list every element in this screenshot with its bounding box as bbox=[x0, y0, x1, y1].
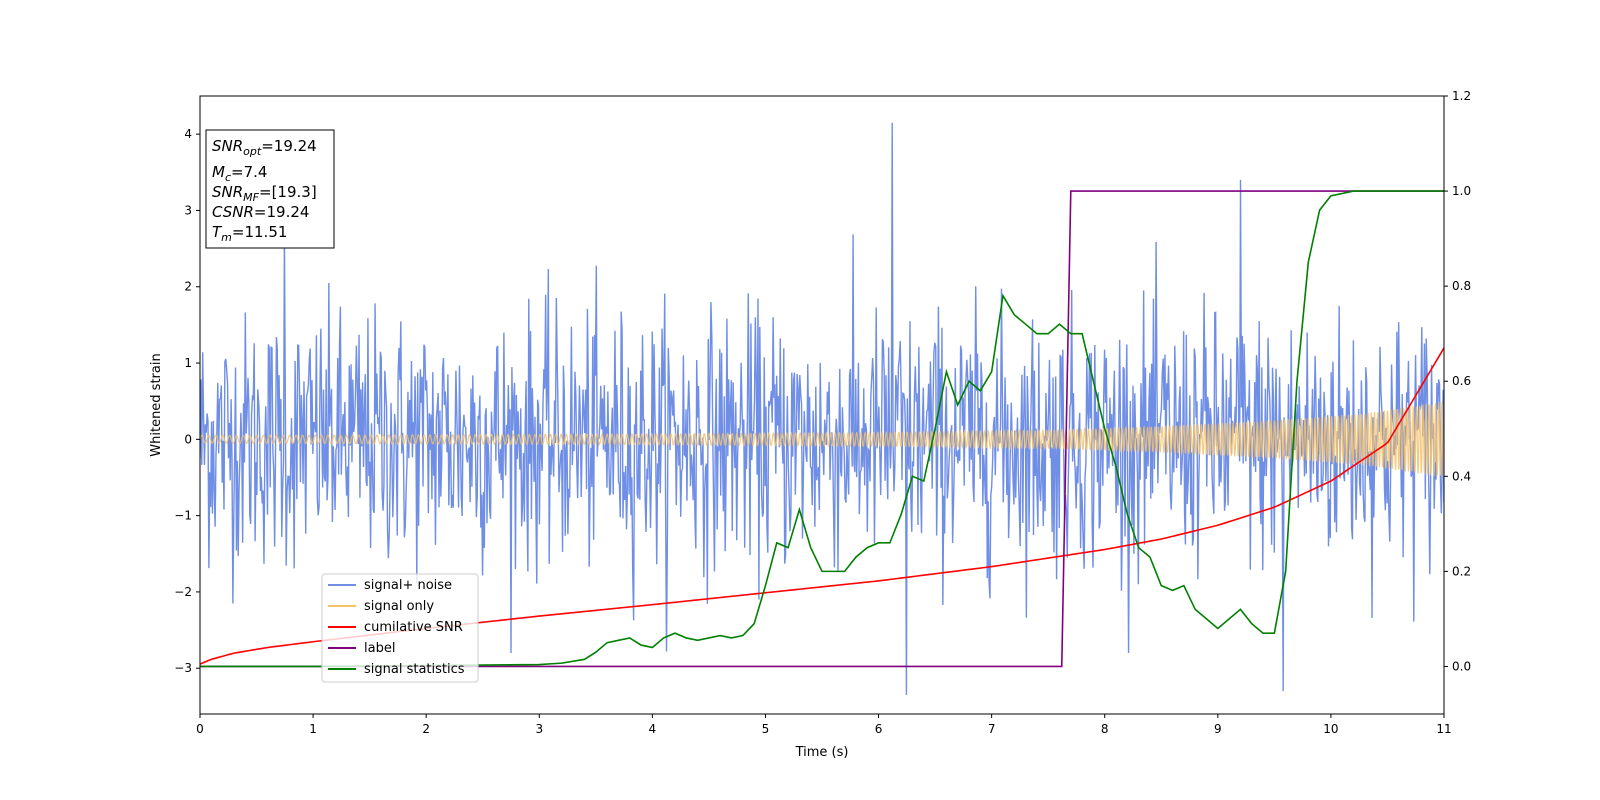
series-label bbox=[200, 190, 1444, 668]
legend-frame bbox=[321, 573, 479, 683]
info-box-line: Mc=7.4 bbox=[212, 163, 267, 184]
y-tick-label: −3 bbox=[174, 661, 192, 675]
series-signal-noise bbox=[200, 122, 1444, 695]
y2-tick-label: 0.0 bbox=[1452, 659, 1471, 673]
plot-frame bbox=[199, 95, 1445, 715]
legend-label: signal statistics bbox=[364, 662, 465, 677]
info-box-line: Tm=11.51 bbox=[212, 223, 287, 244]
x-axis-label: Time (s) bbox=[795, 745, 849, 760]
legend-label: label bbox=[364, 641, 395, 656]
info-box-frame bbox=[205, 129, 335, 249]
x-tick-label: 0 bbox=[196, 722, 204, 736]
y-tick-label: 1 bbox=[184, 356, 192, 370]
info-box: SNRopt=19.24 Mc=7.4SNRMF=[19.3]CSNR=19.24… bbox=[205, 129, 335, 249]
x-tick-label: 6 bbox=[875, 722, 883, 736]
x-tick-label: 4 bbox=[649, 722, 657, 736]
series-signal-statistics bbox=[200, 190, 1444, 668]
legend-label: cumilative SNR bbox=[364, 620, 463, 635]
legend-label: signal only bbox=[364, 599, 434, 614]
x-tick-label: 11 bbox=[1436, 722, 1451, 736]
y-tick-label: 2 bbox=[184, 280, 192, 294]
x-tick-label: 1 bbox=[309, 722, 317, 736]
y-tick-label: 0 bbox=[184, 432, 192, 446]
info-box-line: SNRopt=19.24 bbox=[212, 137, 317, 158]
x-tick-label: 8 bbox=[1101, 722, 1109, 736]
x-tick-label: 5 bbox=[762, 722, 770, 736]
x-tick-label: 3 bbox=[535, 722, 543, 736]
y2-tick-label: 0.8 bbox=[1452, 279, 1471, 293]
info-box-line: CSNR=19.24 bbox=[212, 203, 309, 221]
y-tick-label: −2 bbox=[174, 585, 192, 599]
y2-tick-label: 0.6 bbox=[1452, 374, 1471, 388]
legend-label: signal+ noise bbox=[364, 578, 452, 593]
y-axis-label: Whitened strain bbox=[149, 353, 164, 456]
x-tick-label: 9 bbox=[1214, 722, 1222, 736]
y-tick-label: −1 bbox=[174, 509, 192, 523]
y2-tick-label: 0.4 bbox=[1452, 469, 1471, 483]
y2-tick-label: 1.0 bbox=[1452, 184, 1471, 198]
y2-tick-label: 0.2 bbox=[1452, 564, 1471, 578]
legend: signal+ noise signal only cumilative SNR la… bbox=[321, 573, 479, 683]
y2-tick-label: 1.2 bbox=[1452, 89, 1471, 103]
y-tick-label: 4 bbox=[184, 127, 192, 141]
x-tick-label: 2 bbox=[422, 722, 430, 736]
series-signal-only bbox=[200, 401, 1444, 477]
x-tick-label: 10 bbox=[1323, 722, 1338, 736]
info-box-line: SNRMF=[19.3] bbox=[212, 183, 317, 204]
x-tick-label: 7 bbox=[988, 722, 996, 736]
y-tick-label: 3 bbox=[184, 203, 192, 217]
